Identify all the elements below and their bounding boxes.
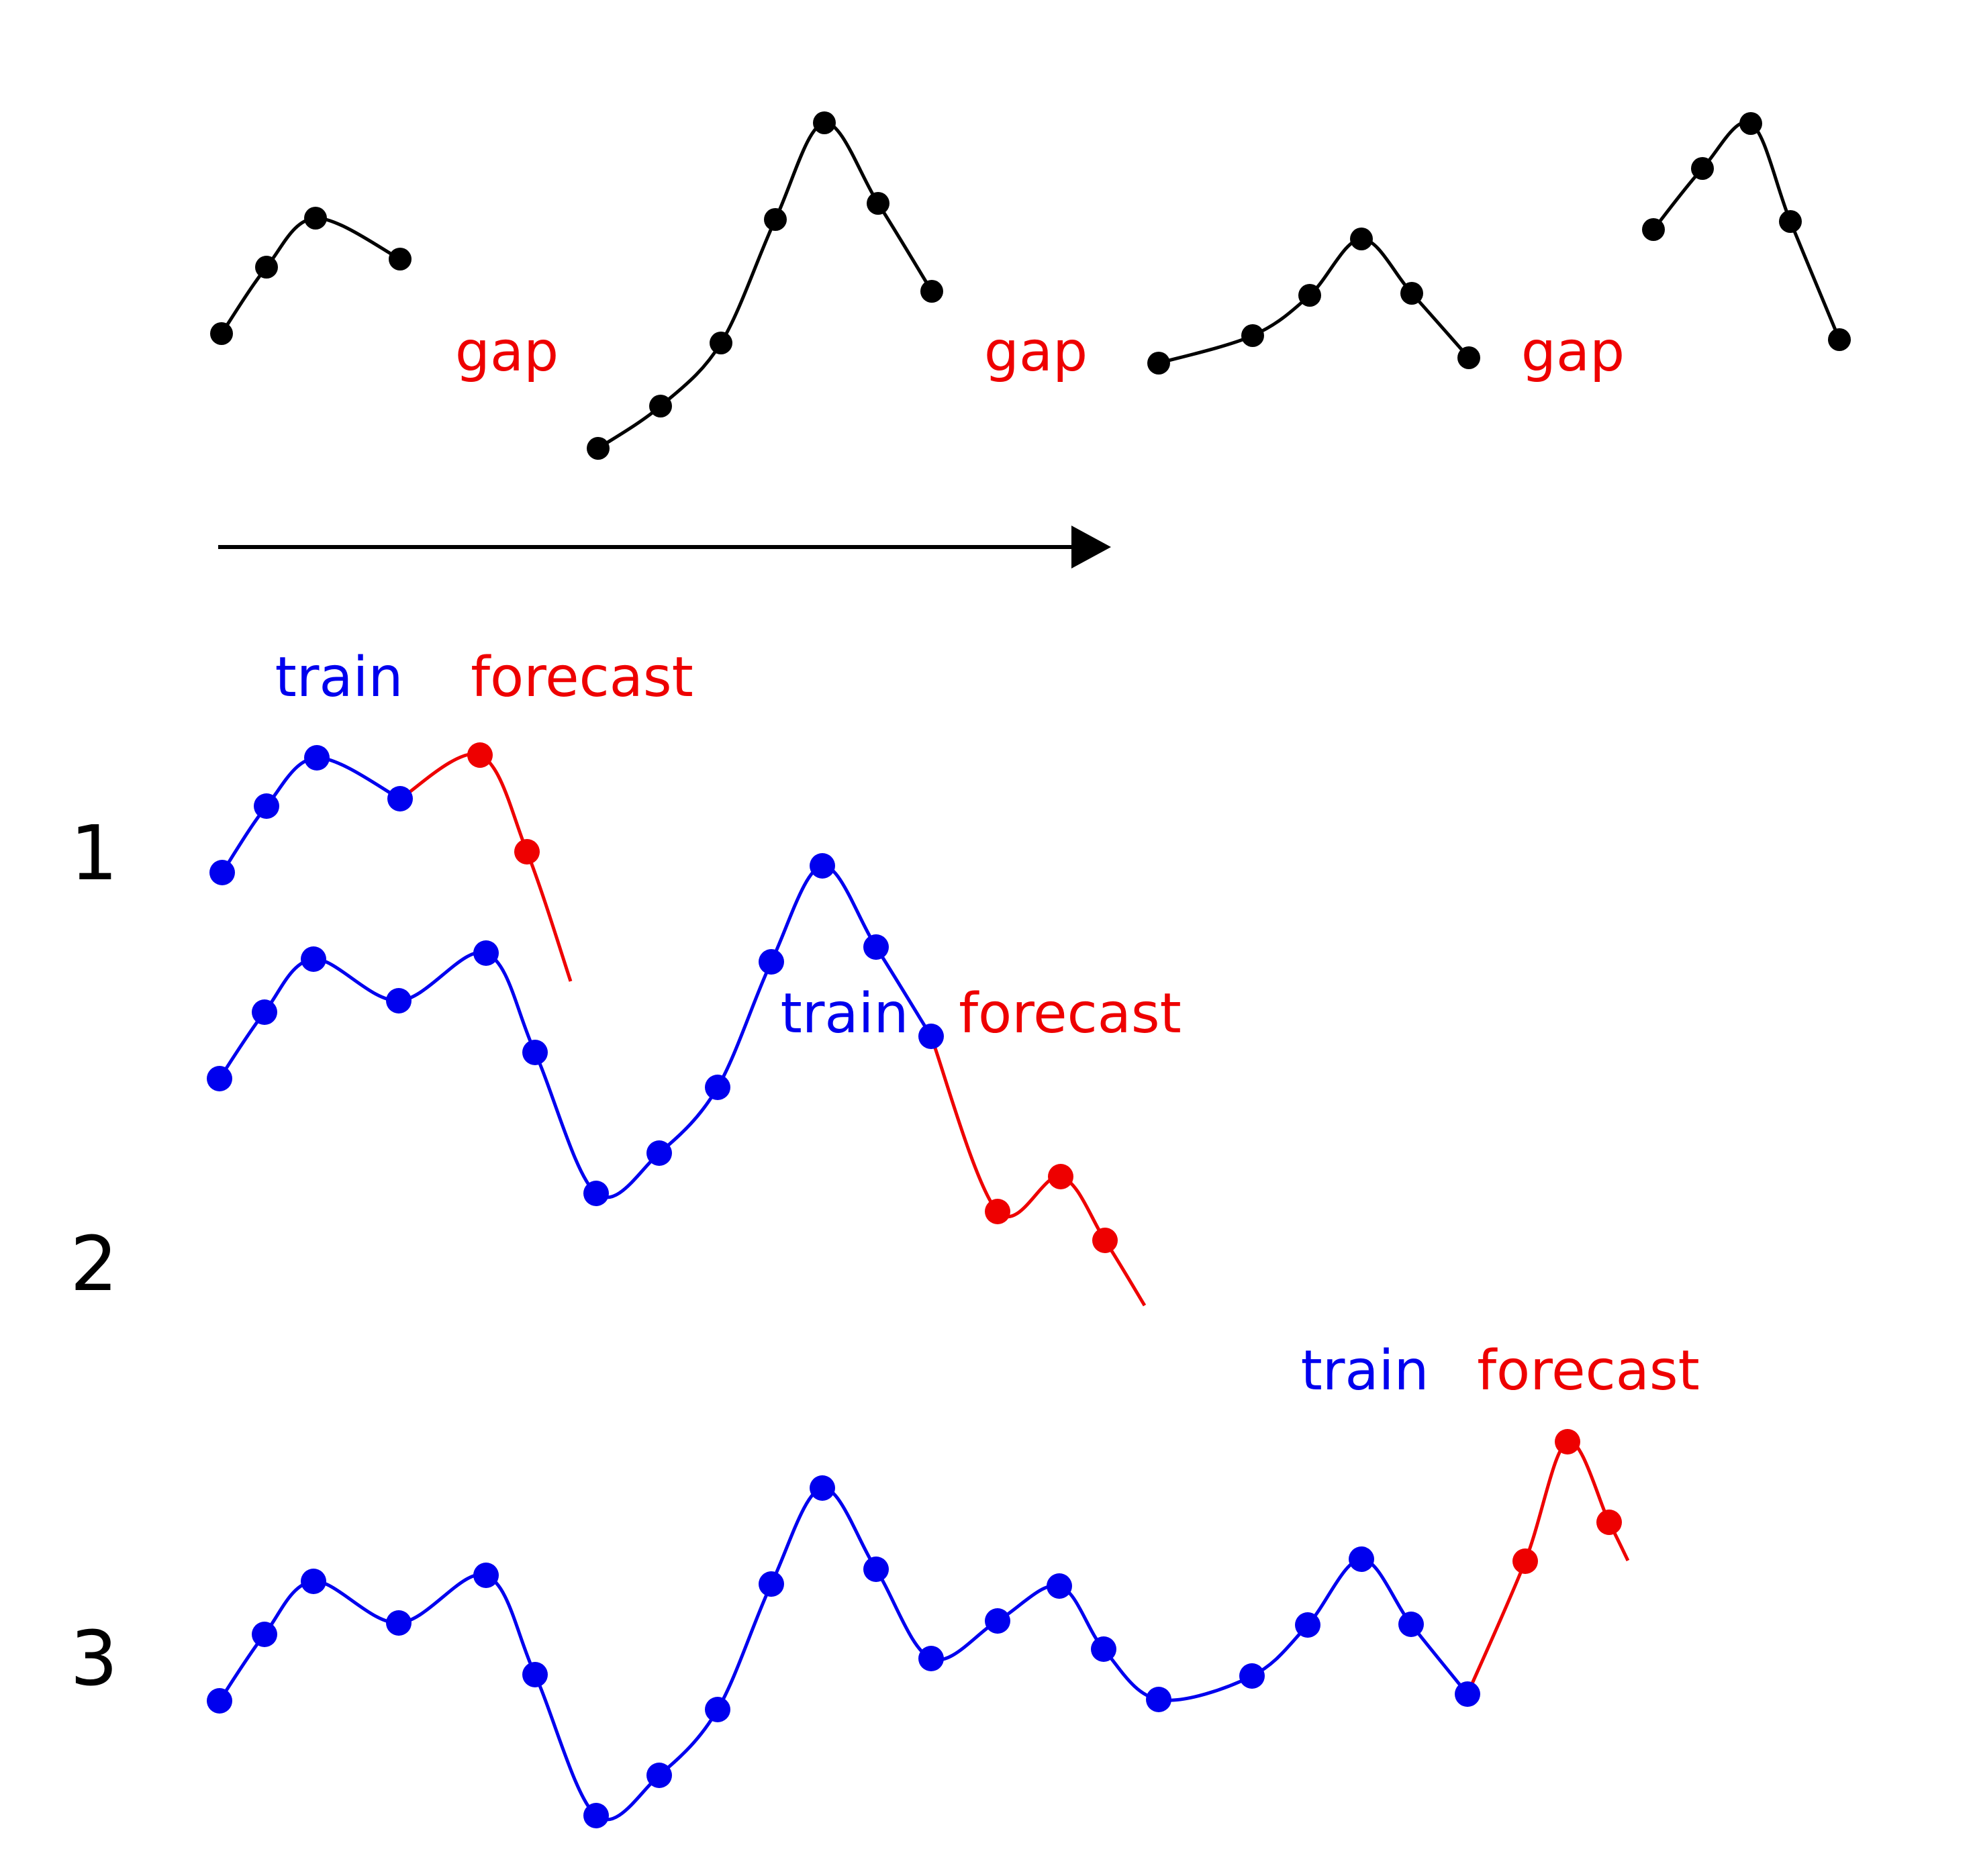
forecast-line: [929, 1036, 1147, 1307]
observed-line: [220, 216, 401, 335]
observed-point: [255, 256, 278, 279]
observed-point: [1350, 228, 1373, 250]
observed-point: [210, 322, 233, 345]
observed-point: [649, 395, 672, 417]
observed-segments: [210, 111, 1851, 460]
train-point: [304, 745, 330, 771]
row-2-curves: [207, 853, 1147, 1307]
train-line: [220, 756, 401, 874]
train-point: [1349, 1546, 1374, 1572]
train-point: [863, 934, 889, 960]
train-point: [1455, 1681, 1480, 1707]
train-point: [918, 1024, 944, 1049]
forecast-label-1: forecast: [471, 646, 693, 709]
train-label-1: train: [275, 646, 403, 709]
train-point: [473, 940, 499, 966]
row-3-curves: [207, 1429, 1630, 1828]
gap-label-2: gap: [984, 320, 1088, 384]
train-point: [810, 853, 835, 879]
train-point: [252, 1622, 277, 1647]
train-point: [646, 1763, 672, 1788]
train-point: [810, 1475, 835, 1501]
observed-point: [1779, 210, 1802, 233]
train-point: [1047, 1573, 1072, 1599]
train-point: [387, 786, 413, 811]
train-line: [218, 1486, 1469, 1822]
observed-point: [710, 332, 732, 354]
row-3: 3 train forecast: [70, 1339, 1700, 1828]
observed-point: [1691, 157, 1714, 180]
observed-point: [389, 248, 412, 270]
train-point: [1146, 1687, 1171, 1712]
train-point: [1295, 1612, 1320, 1638]
train-point: [252, 999, 277, 1025]
forecast-point: [1555, 1429, 1580, 1454]
train-point: [386, 988, 412, 1014]
train-point: [1091, 1636, 1116, 1662]
observed-line: [597, 121, 934, 450]
row-1-curves: [209, 742, 573, 982]
train-point: [918, 1646, 944, 1671]
forecast-point: [514, 839, 540, 865]
forecast-point: [1512, 1548, 1538, 1574]
observed-point: [764, 208, 787, 231]
observed-point: [1828, 328, 1851, 351]
forecast-point: [467, 742, 493, 768]
observed-point: [1457, 346, 1480, 369]
train-point: [863, 1557, 889, 1582]
observed-line: [1652, 120, 1841, 340]
train-label-2: train: [781, 982, 909, 1046]
train-point: [1239, 1663, 1265, 1689]
train-point: [207, 1688, 232, 1714]
train-point: [705, 1697, 730, 1722]
train-point: [646, 1140, 672, 1166]
observed-point: [813, 111, 836, 134]
train-point: [583, 1181, 609, 1206]
observed-point: [587, 437, 610, 460]
row-1: 1 train forecast: [70, 646, 693, 982]
observed-point: [304, 207, 327, 230]
train-point: [301, 1569, 326, 1594]
train-point: [1398, 1612, 1424, 1637]
time-arrow-head: [1071, 526, 1111, 569]
forecast-point: [1596, 1510, 1622, 1535]
observed-point: [1241, 324, 1264, 347]
forecast-line: [1465, 1440, 1630, 1695]
observed-point: [1147, 352, 1170, 375]
train-point: [522, 1040, 548, 1065]
forecast-point: [985, 1199, 1010, 1224]
row-2: 2 train forecast: [70, 853, 1182, 1308]
row-number-2: 2: [70, 1221, 117, 1308]
train-point: [207, 1066, 232, 1091]
train-point: [473, 1563, 499, 1588]
observed-point: [867, 192, 889, 215]
row-number-1: 1: [70, 810, 117, 897]
train-point: [301, 946, 326, 972]
observed-point: [1642, 218, 1665, 241]
observed-point: [1400, 282, 1423, 305]
train-point: [386, 1610, 412, 1636]
observed-point: [1298, 284, 1321, 307]
forecast-label-3: forecast: [1477, 1339, 1700, 1403]
observed-point: [920, 280, 943, 303]
forecast-point: [1048, 1164, 1073, 1189]
train-point: [209, 860, 235, 885]
gap-label-3: gap: [1521, 320, 1625, 384]
forecast-point: [1092, 1228, 1118, 1253]
forecast-line: [399, 752, 573, 982]
train-label-3: train: [1301, 1339, 1429, 1403]
train-point: [985, 1608, 1010, 1634]
train-point: [705, 1075, 730, 1100]
row-number-3: 3: [70, 1616, 117, 1703]
train-point: [522, 1662, 548, 1687]
train-point: [759, 1571, 784, 1597]
train-point: [583, 1803, 609, 1828]
time-arrow: [218, 526, 1111, 569]
train-point: [254, 793, 279, 819]
forecast-label-2: forecast: [959, 982, 1182, 1046]
train-point: [759, 949, 784, 975]
observed-point: [1739, 112, 1762, 135]
gap-label-1: gap: [455, 320, 559, 384]
